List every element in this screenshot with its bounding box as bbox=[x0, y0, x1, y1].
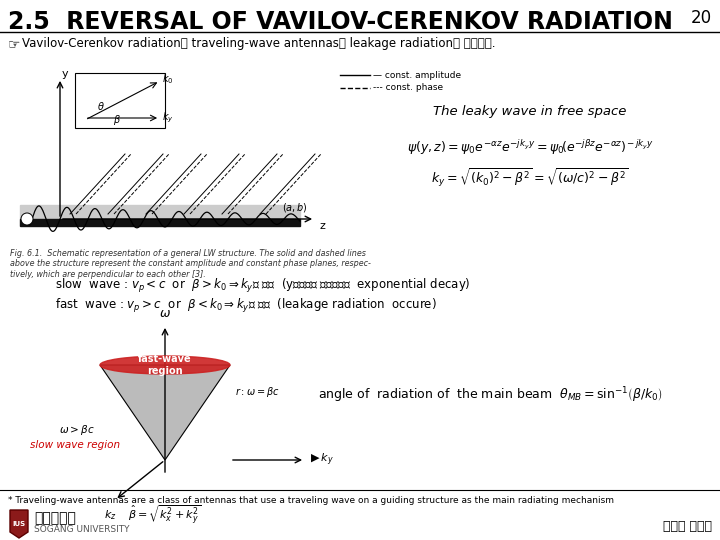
Text: $\beta$: $\beta$ bbox=[113, 113, 121, 127]
Text: IUS: IUS bbox=[12, 521, 26, 527]
Text: 20: 20 bbox=[691, 9, 712, 27]
Text: $\blacktriangleright k_y$: $\blacktriangleright k_y$ bbox=[308, 452, 334, 468]
Text: $k_y=\sqrt{(k_0)^2-\beta^2}=\sqrt{(\omega/c)^2-\beta^2}$: $k_y=\sqrt{(k_0)^2-\beta^2}=\sqrt{(\omeg… bbox=[431, 167, 629, 190]
Text: $\theta$: $\theta$ bbox=[97, 100, 105, 112]
Text: 서강대학교: 서강대학교 bbox=[34, 511, 76, 525]
Text: The leaky wave in free space: The leaky wave in free space bbox=[433, 105, 626, 118]
Text: $\psi(y,z)=\psi_0 e^{-\alpha z}e^{-jk_y y}=\psi_0\!\left(e^{-j\beta z}e^{-\alpha: $\psi(y,z)=\psi_0 e^{-\alpha z}e^{-jk_y … bbox=[407, 139, 654, 158]
Text: --- const. phase: --- const. phase bbox=[373, 84, 443, 92]
Text: $(a, b)$: $(a, b)$ bbox=[282, 201, 308, 214]
Circle shape bbox=[21, 213, 33, 225]
Bar bbox=[20, 205, 300, 219]
Bar bbox=[20, 219, 300, 226]
Polygon shape bbox=[100, 365, 230, 460]
Text: angle of  radiation of  the main beam  $\theta_{MB}=\sin^{-1}\!\left(\beta/k_0\r: angle of radiation of the main beam $\th… bbox=[318, 385, 662, 405]
Text: $k_z$: $k_z$ bbox=[104, 508, 117, 522]
Text: — const. amplitude: — const. amplitude bbox=[373, 71, 461, 79]
Text: SOGANG UNIVERSITY: SOGANG UNIVERSITY bbox=[34, 525, 130, 535]
Text: z: z bbox=[320, 221, 326, 231]
Text: slow wave region: slow wave region bbox=[30, 440, 120, 450]
Text: fast-wave
region: fast-wave region bbox=[138, 354, 192, 376]
Text: fast  wave : $v_p > c$  or  $\beta < k_0 \Rightarrow k_y$가 실수  (leakage radiatio: fast wave : $v_p > c$ or $\beta < k_0 \R… bbox=[55, 297, 437, 315]
Text: Fig. 6.1.  Schematic representation of a general LW structure. The solid and das: Fig. 6.1. Schematic representation of a … bbox=[10, 249, 371, 279]
Text: $k_y$: $k_y$ bbox=[162, 111, 174, 125]
Text: $r:\omega=\beta c$: $r:\omega=\beta c$ bbox=[235, 385, 279, 399]
Text: 전자파 연구실: 전자파 연구실 bbox=[663, 519, 712, 532]
Text: $\hat{\beta}=\sqrt{k_x^2+k_y^2}$: $\hat{\beta}=\sqrt{k_x^2+k_y^2}$ bbox=[128, 503, 202, 526]
Text: $k_0$: $k_0$ bbox=[162, 72, 174, 86]
Text: slow  wave : $v_p < c$  or  $\beta > k_0 \Rightarrow k_y$가 허수  (y방향으로 멀어질수로  exp: slow wave : $v_p < c$ or $\beta > k_0 \R… bbox=[55, 277, 471, 295]
Text: $\omega$: $\omega$ bbox=[159, 307, 171, 320]
Polygon shape bbox=[10, 510, 28, 538]
Text: 2.5  REVERSAL OF VAVILOV-CERENKOV RADIATION: 2.5 REVERSAL OF VAVILOV-CERENKOV RADIATI… bbox=[8, 10, 673, 34]
Text: y: y bbox=[62, 69, 68, 79]
Text: Vavilov-Cerenkov radiation은 traveling-wave antennas의 leakage radiation과 유사하다.: Vavilov-Cerenkov radiation은 traveling-wa… bbox=[22, 37, 495, 51]
Text: $\omega > \beta c$: $\omega > \beta c$ bbox=[59, 423, 95, 437]
Bar bbox=[75, 73, 165, 128]
Ellipse shape bbox=[100, 356, 230, 374]
Text: * Traveling-wave antennas are a class of antennas that use a traveling wave on a: * Traveling-wave antennas are a class of… bbox=[8, 496, 614, 505]
Text: ☞: ☞ bbox=[8, 37, 20, 51]
